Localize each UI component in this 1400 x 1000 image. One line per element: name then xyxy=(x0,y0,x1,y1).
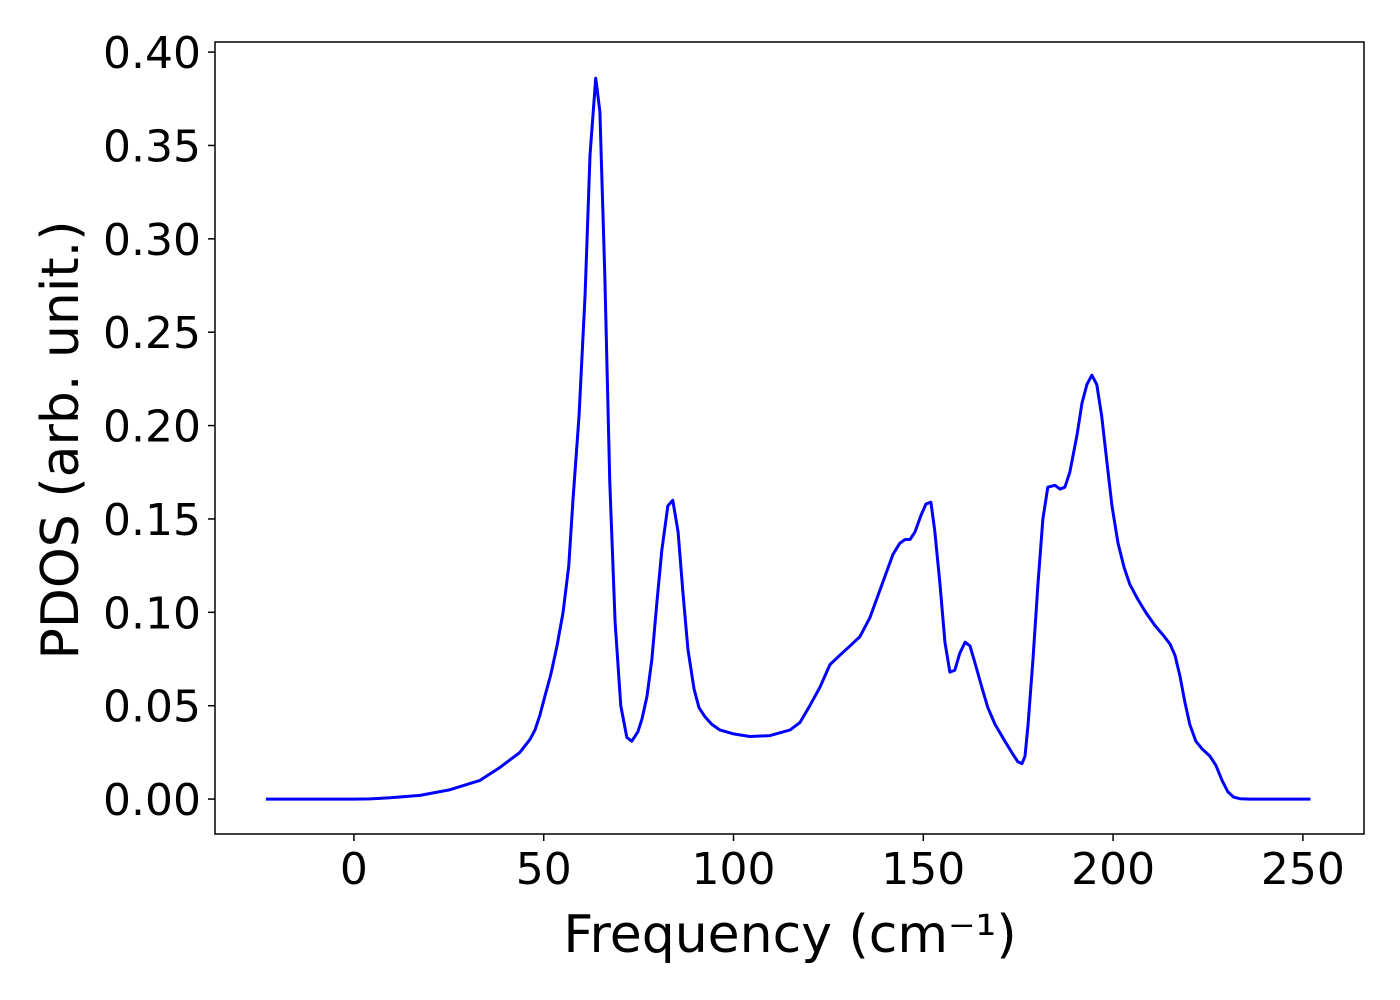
y-tick-label: 0.20 xyxy=(103,402,201,453)
x-axis-label: Frequency (cm⁻¹) xyxy=(563,905,1016,965)
plot-frame xyxy=(214,41,1365,835)
data-line xyxy=(265,76,1311,801)
y-tick-label: 0.40 xyxy=(103,28,201,79)
y-tick-label: 0.30 xyxy=(103,215,201,266)
x-tick-label: 250 xyxy=(1261,844,1345,895)
x-tick-label: 50 xyxy=(516,844,572,895)
y-tick-label: 0.10 xyxy=(103,588,201,639)
y-tick-label: 0.05 xyxy=(103,682,201,733)
y-axis-label: PDOS (arb. unit.) xyxy=(31,220,91,659)
y-tick-label: 0.35 xyxy=(103,121,201,172)
x-tick-label: 150 xyxy=(881,844,965,895)
x-tick-label: 0 xyxy=(340,844,368,895)
x-tick-label: 200 xyxy=(1071,844,1155,895)
y-tick-label: 0.25 xyxy=(103,308,201,359)
y-tick-label: 0.00 xyxy=(103,775,201,826)
y-tick-label: 0.15 xyxy=(103,495,201,546)
x-tick-label: 100 xyxy=(692,844,776,895)
